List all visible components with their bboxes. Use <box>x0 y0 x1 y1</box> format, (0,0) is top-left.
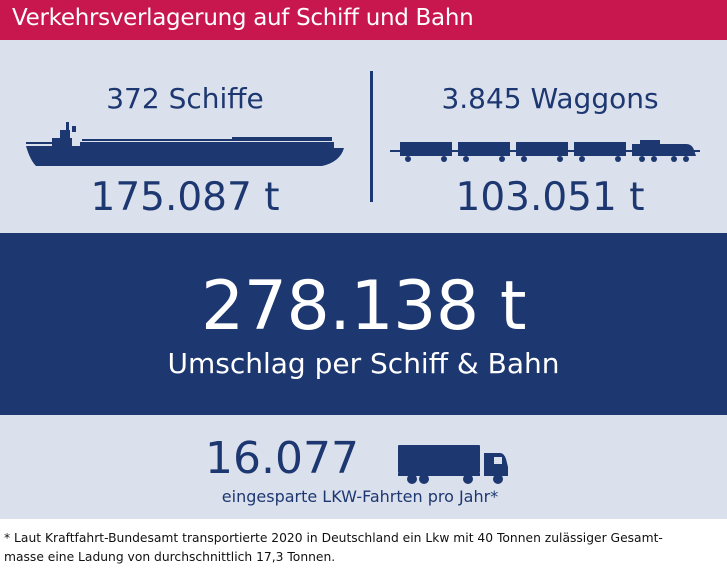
total-panel: 278.138 t Umschlag per Schiff & Bahn <box>0 233 727 415</box>
trips-value: 16.077 <box>205 433 359 484</box>
trips-label: eingesparte LKW-Fahrten pro Jahr* <box>221 487 499 506</box>
transport-stats-panel: 372 Schiffe 175.087 t 3.845 Waggons <box>0 40 727 233</box>
truck-icon <box>398 445 508 484</box>
divider <box>370 71 373 202</box>
footnote-line: * Laut Kraftfahrt-Bundesamt transportier… <box>4 531 663 545</box>
title-bar: Verkehrsverlagerung auf Schiff und Bahn <box>0 0 727 40</box>
ships-tons: 175.087 t <box>90 175 280 220</box>
wagons-count: 3.845 Waggons <box>441 82 659 115</box>
total-value: 278.138 t <box>201 267 526 346</box>
total-label: Umschlag per Schiff & Bahn <box>167 347 560 380</box>
train-icon <box>390 140 700 162</box>
ship-icon <box>26 122 344 166</box>
footnote: * Laut Kraftfahrt-Bundesamt transportier… <box>4 529 724 567</box>
footnote-line: masse eine Ladung von durchschnittlich 1… <box>4 550 336 564</box>
page-title: Verkehrsverlagerung auf Schiff und Bahn <box>12 5 474 31</box>
wagons-tons: 103.051 t <box>455 175 645 220</box>
ships-count: 372 Schiffe <box>106 82 264 115</box>
truck-savings-panel: 16.077 eingesparte LKW-Fahrten pro Jahr* <box>0 415 727 519</box>
